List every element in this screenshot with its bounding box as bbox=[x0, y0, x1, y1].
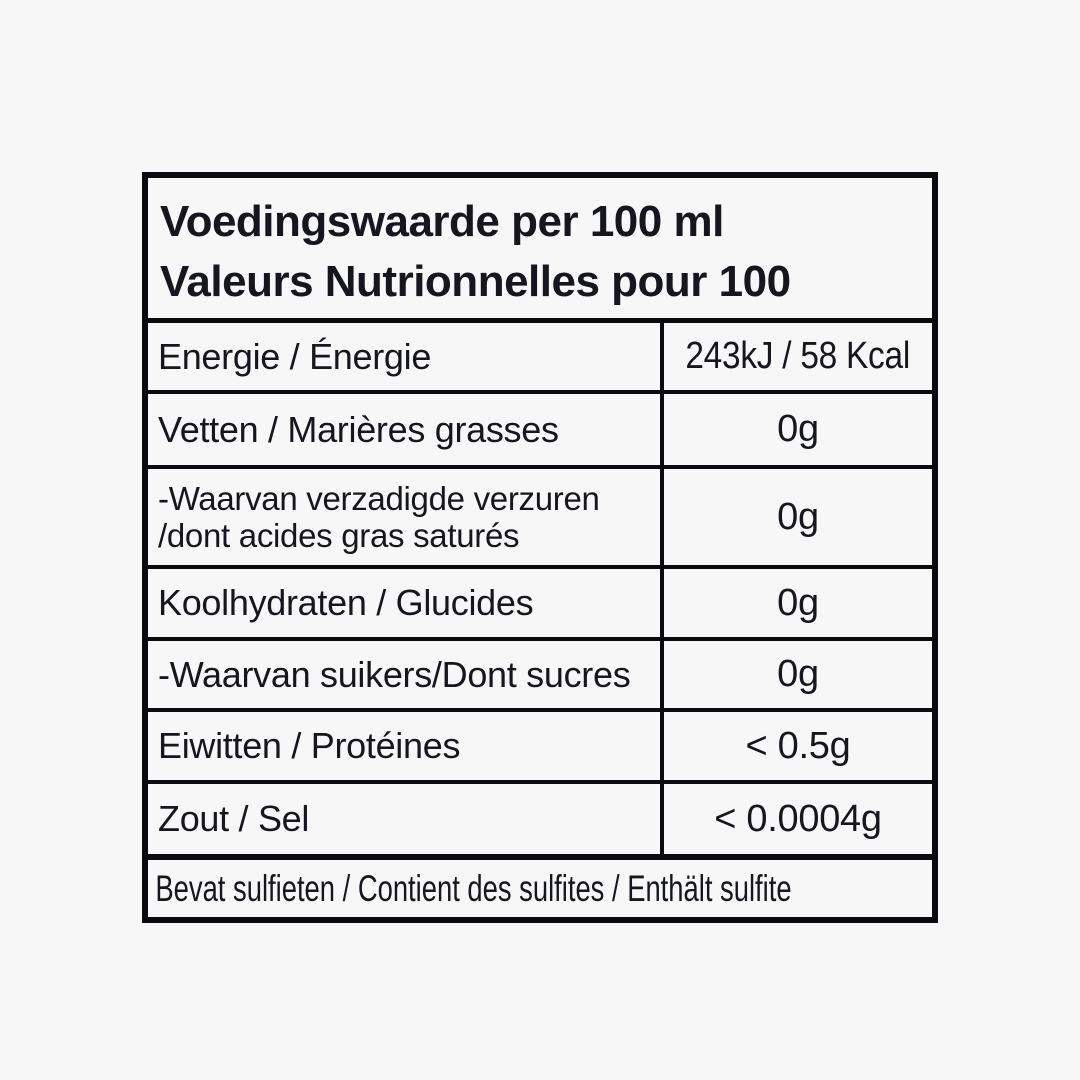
nutrient-value: 0g bbox=[777, 581, 819, 624]
nutrient-label-line1: -Waarvan verzadigde verzuren bbox=[158, 480, 600, 517]
row-fat: Vetten / Marières grasses 0g bbox=[148, 394, 932, 469]
nutrient-value: 243kJ / 58 Kcal bbox=[685, 335, 911, 377]
row-sugars: -Waarvan suikers/Dont sucres 0g bbox=[148, 641, 932, 712]
nutrient-label: Zout / Sel bbox=[158, 798, 310, 839]
nutrient-label-cell: Koolhydraten / Glucides bbox=[148, 569, 664, 637]
nutrient-value-cell: 0g bbox=[664, 641, 932, 708]
nutrient-value: 0g bbox=[777, 495, 819, 538]
row-energy: Energie / Énergie 243kJ / 58 Kcal bbox=[148, 323, 932, 394]
nutrient-value: < 0.0004g bbox=[714, 797, 882, 840]
nutrient-label-cell: Energie / Énergie bbox=[148, 323, 664, 390]
nutrient-label-cell: -Waarvan suikers/Dont sucres bbox=[148, 641, 664, 708]
nutrient-value: 0g bbox=[777, 408, 819, 450]
nutrition-table: Voedingswaarde per 100 ml Valeurs Nutrio… bbox=[142, 172, 938, 923]
nutrient-label-cell: Zout / Sel bbox=[148, 784, 664, 854]
nutrient-label: Energie / Énergie bbox=[158, 335, 432, 377]
row-salt: Zout / Sel < 0.0004g bbox=[148, 784, 932, 854]
nutrient-value-cell: 243kJ / 58 Kcal bbox=[664, 323, 932, 390]
row-carbohydrates: Koolhydraten / Glucides 0g bbox=[148, 569, 932, 641]
nutrient-value: 0g bbox=[777, 653, 819, 695]
nutrient-value-cell: 0g bbox=[664, 394, 932, 465]
nutrient-label: -Waarvan suikers/Dont sucres bbox=[158, 653, 631, 695]
row-protein: Eiwitten / Protéines < 0.5g bbox=[148, 712, 932, 784]
nutrient-label-cell: -Waarvan verzadigde verzuren /dont acide… bbox=[148, 469, 664, 565]
nutrient-label-line2: /dont acides gras saturés bbox=[158, 517, 520, 554]
nutrient-label: Vetten / Marières grasses bbox=[158, 408, 559, 450]
nutrient-label: Eiwitten / Protéines bbox=[158, 725, 461, 766]
nutrient-label-cell: Eiwitten / Protéines bbox=[148, 712, 664, 780]
header-title-dutch: Voedingswaarde per 100 ml bbox=[160, 197, 724, 246]
allergen-text: Bevat sulfieten / Contient des sulfites … bbox=[155, 867, 792, 909]
nutrient-label-cell: Vetten / Marières grasses bbox=[148, 394, 664, 465]
nutrient-value-cell: < 0.0004g bbox=[664, 784, 932, 854]
header-title-french: Valeurs Nutrionnelles pour 100 bbox=[160, 257, 791, 306]
nutrient-value-cell: 0g bbox=[664, 569, 932, 637]
nutrient-label: Koolhydraten / Glucides bbox=[158, 582, 534, 623]
nutrient-value: < 0.5g bbox=[745, 724, 851, 767]
row-saturated-fat: -Waarvan verzadigde verzuren /dont acide… bbox=[148, 469, 932, 569]
nutrient-value-cell: < 0.5g bbox=[664, 712, 932, 780]
allergen-footer: Bevat sulfieten / Contient des sulfites … bbox=[148, 854, 932, 917]
nutrient-value-cell: 0g bbox=[664, 469, 932, 565]
table-header: Voedingswaarde per 100 ml Valeurs Nutrio… bbox=[148, 178, 932, 323]
